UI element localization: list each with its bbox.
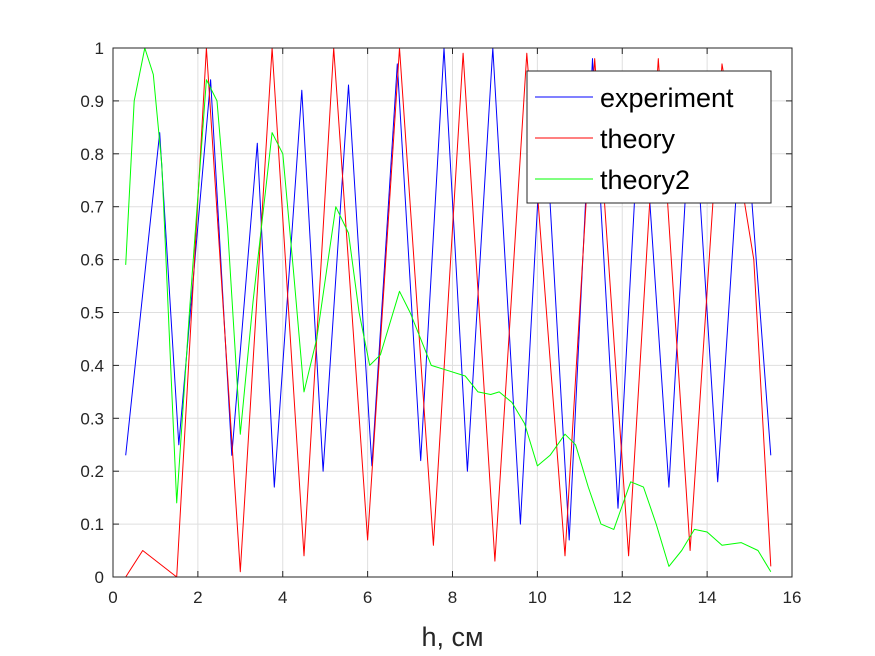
legend-label-experiment: experiment (600, 83, 734, 113)
series-line-theory (125, 47, 772, 578)
y-tick-label: 0.1 (80, 515, 104, 534)
x-tick-label: 6 (363, 588, 372, 607)
y-tick-label: 0.2 (80, 462, 104, 481)
x-tick-label: 8 (448, 588, 457, 607)
y-tick-label: 0.8 (80, 145, 104, 164)
y-tick-label: 0.6 (80, 251, 104, 270)
x-tick-label: 14 (698, 588, 717, 607)
legend-label-theory2: theory2 (600, 165, 690, 195)
series-line-theory2 (125, 47, 772, 572)
y-tick-label: 0.7 (80, 198, 104, 217)
legend-label-theory: theory (600, 124, 676, 154)
y-tick-label: 0.4 (80, 356, 104, 375)
y-tick-label: 0.5 (80, 304, 104, 323)
x-tick-label: 4 (278, 588, 287, 607)
x-tick-label: 16 (783, 588, 802, 607)
x-tick-label: 2 (193, 588, 202, 607)
legend: experiment theory theory2 (526, 70, 772, 204)
x-tick-label: 12 (613, 588, 632, 607)
x-tick-label: 10 (528, 588, 547, 607)
x-tick-label: 0 (108, 588, 117, 607)
y-tick-label: 0.9 (80, 92, 104, 111)
axis-ticks: 0 2 4 6 8 10 12 14 16 0 0.1 0.2 0.3 0.4 0.5 0.6 0.7 0.8 0.… (80, 39, 801, 607)
legend-box (526, 70, 772, 204)
y-tick-label: 0 (95, 568, 104, 587)
y-tick-label: 1 (95, 39, 104, 58)
y-tick-label: 0.3 (80, 409, 104, 428)
x-axis-title: h, см (421, 622, 483, 652)
